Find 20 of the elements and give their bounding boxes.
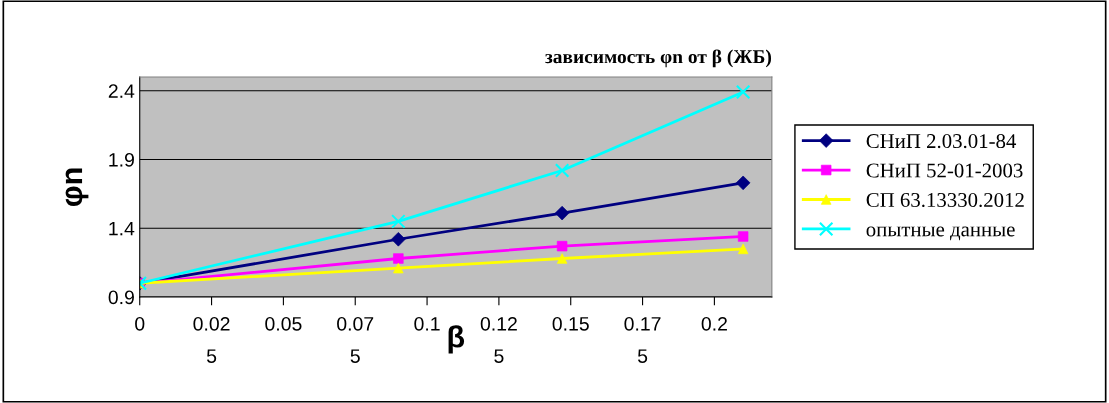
legend-label: СНиП 52-01-2003 [866, 163, 1023, 178]
y-tick-label: 0.9 [108, 290, 134, 305]
x-tick-label: 0.2 [701, 316, 727, 331]
legend-label: СП 63.13330.2012 [866, 192, 1024, 208]
x-axis-title: β [448, 325, 465, 354]
y-axis-title: φn [65, 168, 89, 207]
y-tick-label: 1.9 [109, 152, 134, 167]
x-tick-label: 0.12 5 [480, 316, 517, 363]
legend-label: СНиП 2.03.01-84 [866, 134, 1017, 149]
x-tick-label: 0.1 [414, 316, 440, 331]
x-tick-label: 0.17 5 [624, 316, 661, 363]
x-tick-label: 0.05 [265, 316, 302, 331]
legend-label: опытные данные [866, 226, 1015, 241]
x-tick-label: 0.15 [552, 316, 589, 331]
x-tick-label: 0 [135, 316, 145, 331]
x-tick-label: 0.02 5 [193, 316, 230, 363]
chart-title: зависимость φn от β (ЖБ) [545, 49, 772, 68]
y-tick-label: 2.4 [108, 84, 135, 98]
x-tick-label: 0.07 5 [337, 316, 374, 363]
y-tick-label: 1.4 [109, 221, 135, 236]
